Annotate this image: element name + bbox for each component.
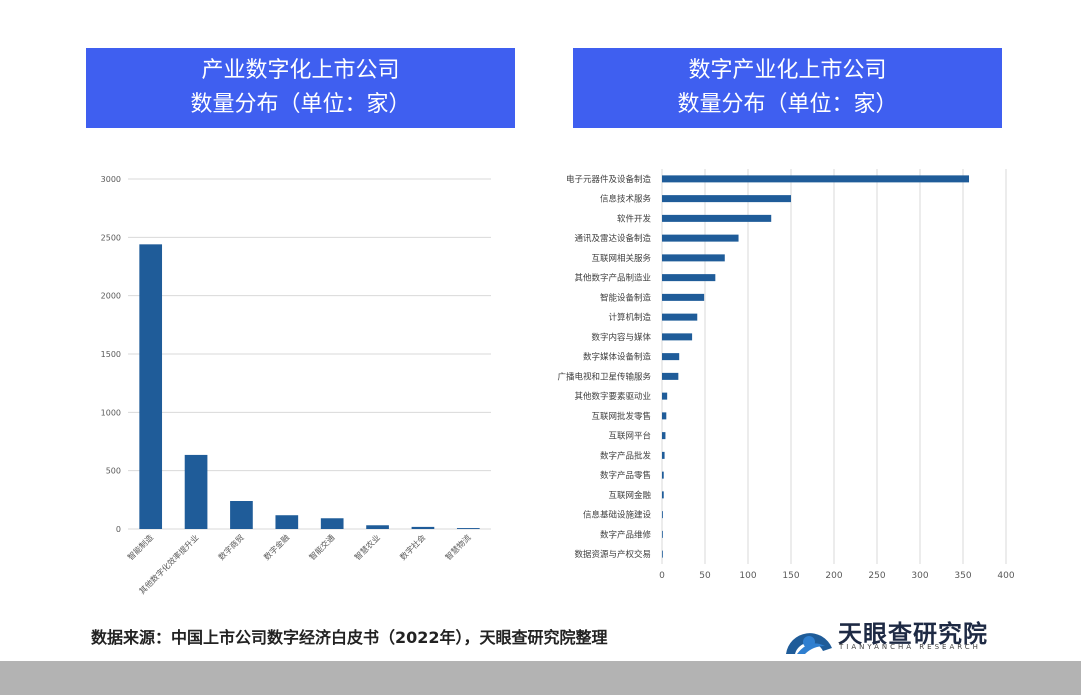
bar (411, 526, 435, 529)
bar (662, 214, 772, 222)
y-category-label: 电子元器件及设备制造 (566, 174, 652, 185)
bar (662, 432, 666, 440)
y-category-label: 数字内容与媒体 (591, 332, 651, 343)
left-title-line1: 产业数字化上市公司 (201, 58, 400, 83)
y-category-label: 软件开发 (617, 213, 652, 224)
y-category-label: 信息基础设施建设 (583, 510, 652, 521)
y-tick-label: 1000 (101, 408, 121, 417)
bottom-band (0, 661, 1081, 695)
y-category-label: 信息技术服务 (600, 194, 652, 205)
bar (662, 471, 664, 479)
y-tick-label: 0 (116, 525, 121, 534)
bar (456, 528, 480, 529)
x-tick-label: 250 (868, 571, 885, 581)
bar (320, 518, 344, 529)
left-title-line2: 数量分布（单位：家） (190, 92, 411, 117)
bar (366, 525, 389, 529)
bar (662, 353, 680, 361)
y-category-label: 数字媒体设备制造 (583, 352, 652, 363)
bar (662, 333, 693, 341)
bar (662, 274, 716, 282)
y-tick-label: 500 (106, 467, 121, 476)
logo-name: 天眼查研究院 (838, 620, 988, 648)
bar (662, 511, 663, 519)
x-tick-label: 350 (954, 571, 971, 581)
bar (184, 454, 208, 529)
bar (662, 254, 725, 262)
bar (662, 451, 665, 459)
bar (662, 293, 705, 301)
y-category-label: 互联网相关服务 (591, 253, 651, 264)
y-category-label: 广播电视和卫星传输服务 (557, 371, 651, 382)
tianyancha-logo-icon (786, 633, 832, 654)
x-tick-label: 100 (739, 571, 756, 581)
y-category-label: 数据资源与产权交易 (574, 549, 651, 560)
bar (662, 372, 679, 380)
bar (662, 195, 791, 203)
y-tick-label: 3000 (101, 175, 121, 184)
x-tick-label: 300 (911, 571, 928, 581)
x-tick-label: 400 (997, 571, 1014, 581)
y-tick-label: 1500 (101, 350, 121, 359)
bar (662, 234, 739, 242)
right-title-line2: 数量分布（单位：家） (677, 92, 898, 117)
right-title-line1: 数字产业化上市公司 (688, 58, 887, 83)
bar (662, 550, 663, 558)
y-category-label: 计算机制造 (608, 312, 651, 323)
tianyancha-logo: 天眼查研究院 TIANYANCHA RESEARCH (783, 612, 998, 656)
bar (139, 244, 163, 530)
logo-subtitle: TIANYANCHA RESEARCH (839, 643, 981, 651)
x-tick-label: 150 (782, 571, 799, 581)
y-category-label: 通讯及雷达设备制造 (574, 233, 651, 244)
bar (662, 175, 970, 183)
y-category-label: 智能设备制造 (600, 292, 652, 303)
bar (662, 412, 667, 420)
y-category-label: 数字产品维修 (600, 529, 652, 540)
bar (662, 313, 698, 321)
bar (230, 501, 253, 529)
left-chart-title: 产业数字化上市公司 数量分布（单位：家） (86, 48, 515, 128)
bar (662, 392, 668, 400)
bar (662, 530, 663, 538)
x-tick-label: 0 (659, 571, 665, 581)
y-category-label: 互联网金融 (608, 490, 651, 501)
y-category-label: 其他数字产品制造业 (574, 273, 651, 284)
x-tick-label: 200 (825, 571, 842, 581)
data-source-note: 数据来源：中国上市公司数字经济白皮书（2022年），天眼查研究院整理 (91, 628, 608, 647)
y-tick-label: 2500 (101, 233, 121, 242)
y-category-label: 互联网平台 (608, 431, 651, 442)
bar (275, 515, 299, 529)
y-category-label: 其他数字要素驱动业 (574, 391, 651, 402)
y-category-label: 互联网批发零售 (591, 411, 651, 422)
y-category-label: 数字产品批发 (600, 450, 652, 461)
right-chart-title: 数字产业化上市公司 数量分布（单位：家） (573, 48, 1002, 128)
x-tick-label: 50 (699, 571, 711, 581)
bar (662, 491, 664, 499)
y-category-label: 数字产品零售 (600, 470, 651, 481)
y-tick-label: 2000 (101, 292, 121, 301)
